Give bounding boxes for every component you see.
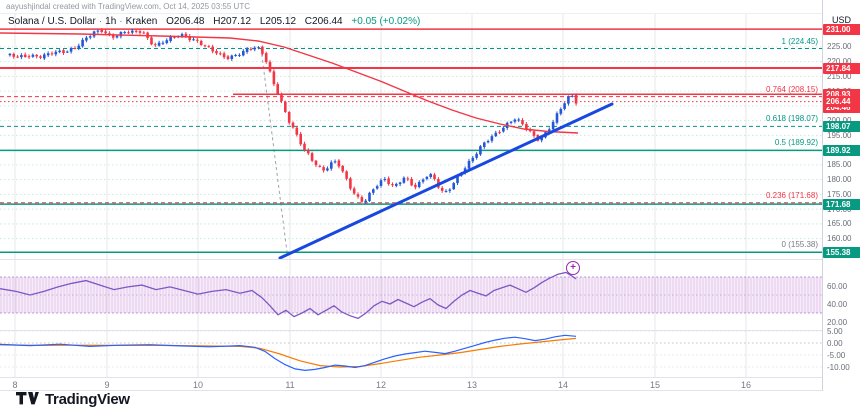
price-tick-label: 225.00 <box>827 42 852 52</box>
interval-label[interactable]: 1h <box>105 16 117 27</box>
ohlc-high: H207.12 <box>213 16 252 27</box>
price-tick-label: 175.00 <box>827 189 852 199</box>
tradingview-logo[interactable]: TradingView <box>16 391 130 408</box>
macd-tick-label: 0.00 <box>827 338 843 348</box>
rsi-tick-label: 40.00 <box>827 299 848 309</box>
fib-level-label: 0.236 (171.68) <box>765 190 818 200</box>
time-axis-label: 15 <box>649 380 661 390</box>
pane-separator[interactable] <box>0 330 860 331</box>
exchange-label: Kraken <box>125 16 158 27</box>
candles-layer <box>8 28 578 205</box>
price-change: +0.05 (+0.02%) <box>351 16 421 27</box>
pane-separator[interactable] <box>0 259 860 260</box>
macd-tick-label: 5.00 <box>827 326 843 336</box>
time-axis-label: 11 <box>285 380 295 390</box>
rsi-pane <box>0 276 822 314</box>
chart-bottom-border <box>0 390 860 391</box>
price-badge: 231.00 <box>823 23 860 35</box>
rsi-tick-label: 20.00 <box>827 317 848 327</box>
price-tick-label: 185.00 <box>827 160 852 170</box>
tradingview-logo-text: TradingView <box>45 391 130 408</box>
price-tick-label: 160.00 <box>827 234 852 244</box>
symbol-title[interactable]: Solana / U.S. Dollar <box>8 16 96 27</box>
fib-level-label: 0.5 (189.92) <box>774 138 818 148</box>
fib-level-label: 0 (155.38) <box>781 240 818 250</box>
header-divider <box>0 13 860 14</box>
rsi-line <box>0 271 577 320</box>
time-axis-label: 9 <box>104 380 110 390</box>
pane-separator <box>0 377 860 378</box>
time-axis-label: 12 <box>375 380 387 390</box>
price-tick-label: 180.00 <box>827 175 852 185</box>
separator: · <box>98 16 103 27</box>
price-badge: 189.92 <box>823 144 860 156</box>
macd-pane <box>0 330 822 368</box>
ascending-trendline[interactable] <box>278 102 614 260</box>
macd-tick-label: -5.00 <box>827 350 846 360</box>
fib-level-label: 0.764 (208.15) <box>765 84 818 94</box>
price-tick-label: 165.00 <box>827 219 852 229</box>
price-badge: 204.46 <box>823 101 860 113</box>
currency-label: USD <box>832 15 852 25</box>
fib-level-label: 1 (224.45) <box>781 36 818 46</box>
price-badge: 155.38 <box>823 246 860 258</box>
levels-layer <box>0 28 822 254</box>
time-axis-label: 14 <box>557 380 569 390</box>
price-tick-label: 220.00 <box>827 57 852 67</box>
time-axis-label: 13 <box>466 380 478 390</box>
time-axis-label: 10 <box>192 380 204 390</box>
ohlc-open: O206.48 <box>166 16 205 27</box>
price-badge: 171.68 <box>823 198 860 210</box>
price-badge: 217.84 <box>823 62 860 74</box>
macd-tick-label: -10.00 <box>827 362 850 372</box>
add-alert-plus-button[interactable]: + <box>566 261 580 275</box>
separator: · <box>119 16 123 27</box>
rsi-tick-label: 60.00 <box>827 281 848 291</box>
price-tick-label: 215.00 <box>827 71 852 81</box>
macd-line <box>0 334 577 372</box>
price-badge: 206.44 <box>823 96 860 108</box>
time-axis-label: 16 <box>740 380 752 390</box>
ma-line <box>0 32 579 134</box>
ohlc-close: C206.44 <box>304 16 343 27</box>
ohlc-low: L205.12 <box>259 16 297 27</box>
symbol-header[interactable]: Solana / U.S. Dollar · 1h · Kraken O206.48 H… <box>8 16 420 27</box>
price-badge: 198.07 <box>823 120 860 132</box>
price-tick-label: 200.00 <box>827 116 851 125</box>
fib-level-label: 0.618 (198.07) <box>765 114 818 124</box>
tradingview-logo-icon <box>16 392 39 405</box>
price-badge: 208.93 <box>823 88 860 100</box>
time-axis[interactable] <box>0 377 822 391</box>
time-axis-label: 8 <box>12 380 18 390</box>
price-tick-label: 195.00 <box>827 130 852 140</box>
watermark: aayushjindal created with TradingView.co… <box>6 2 250 11</box>
